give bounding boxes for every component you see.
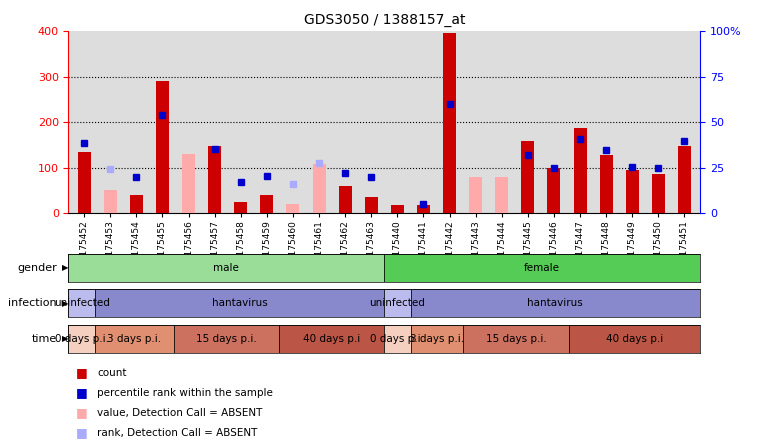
Bar [95, 325, 174, 353]
Text: 15 days p.i.: 15 days p.i. [486, 334, 546, 344]
Text: uninfected: uninfected [54, 298, 110, 309]
Bar [286, 204, 300, 213]
Text: ▶: ▶ [62, 334, 69, 344]
Text: uninfected: uninfected [370, 298, 425, 309]
Text: ■: ■ [76, 426, 88, 440]
Text: male: male [213, 263, 240, 273]
Bar [384, 325, 411, 353]
Bar [313, 164, 326, 213]
Bar [411, 289, 700, 317]
Text: ■: ■ [76, 386, 88, 400]
Bar [78, 152, 91, 213]
Bar [547, 168, 561, 213]
Bar [208, 146, 221, 213]
Text: ▶: ▶ [62, 299, 69, 308]
Text: 40 days p.i: 40 days p.i [606, 334, 663, 344]
Bar [339, 186, 352, 213]
Bar [234, 202, 247, 213]
Text: percentile rank within the sample: percentile rank within the sample [97, 388, 273, 398]
Bar [68, 289, 95, 317]
Bar [182, 154, 195, 213]
Text: female: female [524, 263, 560, 273]
Bar [68, 254, 384, 282]
Bar [384, 289, 411, 317]
Bar [678, 146, 691, 213]
Bar [411, 325, 463, 353]
Text: hantavirus: hantavirus [212, 298, 267, 309]
Text: infection: infection [8, 298, 57, 309]
Text: ■: ■ [76, 406, 88, 420]
Bar [384, 254, 700, 282]
Text: GDS3050 / 1388157_at: GDS3050 / 1388157_at [304, 13, 465, 28]
Text: 0 days p.i.: 0 days p.i. [371, 334, 425, 344]
Text: ■: ■ [76, 366, 88, 380]
Bar [391, 205, 404, 213]
Bar [443, 33, 456, 213]
Bar [68, 325, 95, 353]
Text: rank, Detection Call = ABSENT: rank, Detection Call = ABSENT [97, 428, 258, 438]
Bar [156, 81, 169, 213]
Bar [365, 197, 377, 213]
Text: 40 days p.i: 40 days p.i [303, 334, 360, 344]
Bar [417, 206, 430, 213]
Bar [600, 155, 613, 213]
Bar [626, 170, 638, 213]
Bar [95, 289, 384, 317]
Text: 15 days p.i.: 15 days p.i. [196, 334, 256, 344]
Text: time: time [32, 334, 57, 344]
Text: ▶: ▶ [62, 263, 69, 273]
Bar [174, 325, 279, 353]
Bar [260, 195, 273, 213]
Text: 0 days p.i.: 0 days p.i. [55, 334, 109, 344]
Bar [469, 177, 482, 213]
Bar [103, 190, 116, 213]
Bar [574, 128, 587, 213]
Text: gender: gender [18, 263, 57, 273]
Bar [279, 325, 384, 353]
Text: hantavirus: hantavirus [527, 298, 583, 309]
Text: 3 days p.i.: 3 days p.i. [107, 334, 161, 344]
Bar [568, 325, 700, 353]
Text: 3 days p.i.: 3 days p.i. [410, 334, 464, 344]
Bar [521, 141, 534, 213]
Bar [130, 195, 143, 213]
Bar [463, 325, 568, 353]
Text: value, Detection Call = ABSENT: value, Detection Call = ABSENT [97, 408, 263, 418]
Bar [495, 177, 508, 213]
Bar [652, 174, 665, 213]
Text: count: count [97, 368, 127, 378]
